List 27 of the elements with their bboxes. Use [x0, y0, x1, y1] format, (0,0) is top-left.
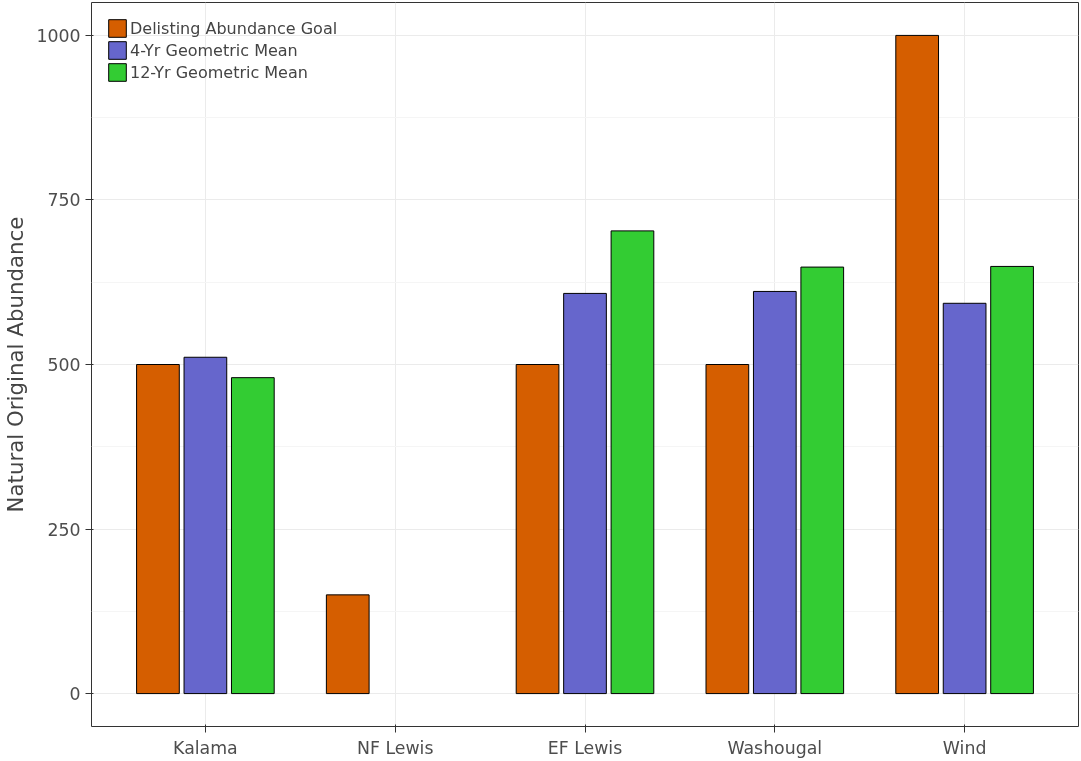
y-axis-title: Natural Original Abundance — [3, 216, 29, 513]
legend-label: 4-Yr Geometric Mean — [130, 40, 298, 60]
legend-label: 12-Yr Geometric Mean — [130, 62, 308, 82]
x-tick-label: EF Lewis — [547, 737, 623, 758]
bar — [895, 34, 940, 695]
x-tick-label: Kalama — [173, 737, 238, 758]
bar — [610, 230, 655, 695]
bar — [183, 356, 228, 695]
legend-label: Delisting Abundance Goal — [130, 18, 338, 38]
y-tick-label: 250 — [47, 519, 81, 540]
bar — [136, 364, 180, 695]
bar — [325, 594, 370, 695]
bar — [230, 377, 275, 695]
y-tick-label: 750 — [47, 190, 81, 211]
y-tick-label: 1000 — [36, 25, 81, 46]
bar — [705, 364, 750, 695]
bar — [990, 265, 1034, 695]
x-tick-label: Wind — [942, 737, 987, 758]
y-tick-label: 500 — [47, 355, 81, 375]
bar — [563, 292, 607, 695]
bar — [752, 290, 797, 695]
bar — [800, 266, 845, 695]
bar — [942, 302, 987, 695]
y-tick-label: 0 — [69, 684, 81, 705]
bar — [515, 364, 560, 695]
x-tick-label: Washougal — [727, 737, 823, 758]
x-tick-label: NF Lewis — [356, 737, 434, 758]
